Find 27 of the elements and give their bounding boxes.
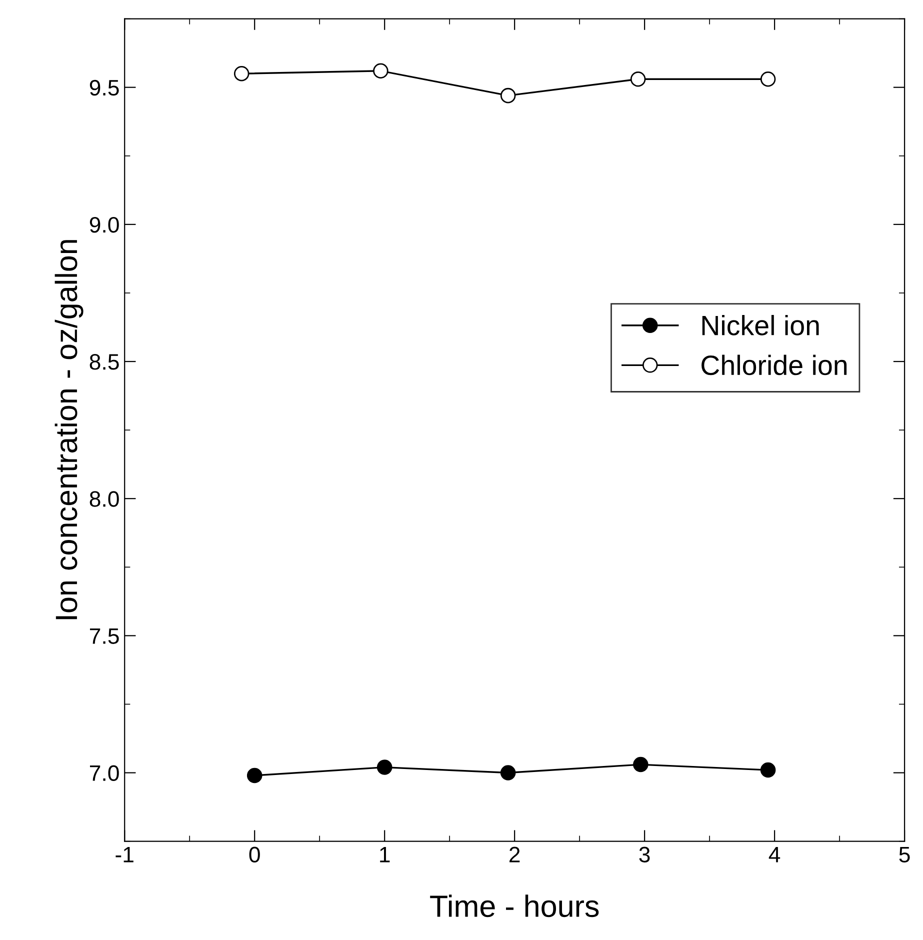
y-tick-label: 8.5 — [90, 354, 119, 370]
point — [633, 756, 648, 772]
x-tick-label: 3 — [639, 846, 650, 862]
point — [500, 88, 516, 104]
x-tick-label: 4 — [768, 846, 780, 862]
point — [376, 760, 392, 775]
y-axis-title: Ion concentration - oz/gallon — [54, 240, 84, 620]
legend-label: Nickel ion — [702, 314, 819, 336]
point — [760, 71, 776, 87]
y-tick-label: 7.5 — [90, 628, 119, 644]
x-tick-label: 0 — [249, 846, 260, 862]
x-tick-label: -1 — [116, 846, 134, 862]
legend-label: Chloride ion — [702, 354, 847, 376]
y-tick-label: 9.0 — [90, 216, 119, 233]
y-tick-label: 9.5 — [90, 80, 119, 96]
point — [373, 63, 388, 79]
point — [246, 768, 262, 784]
y-tick-label: 8.0 — [90, 491, 119, 507]
x-tick-label: 5 — [899, 846, 910, 862]
x-axis-title: Time - hours — [430, 894, 599, 918]
x-tick-label: 2 — [510, 846, 520, 862]
point — [760, 762, 776, 778]
point — [500, 765, 516, 780]
x-tick-label: 1 — [380, 846, 390, 862]
y-tick-label: 7.0 — [90, 765, 119, 782]
point — [630, 71, 646, 87]
point — [234, 66, 250, 82]
